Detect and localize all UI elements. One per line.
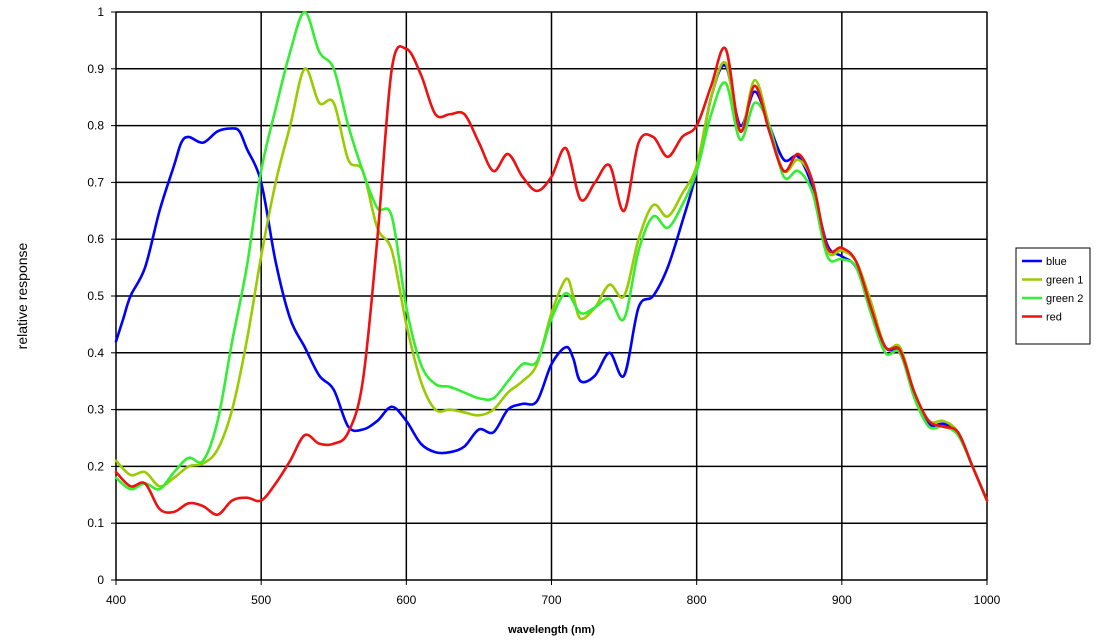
series-line-red [114,45,989,516]
series-line-blue [114,63,989,502]
series-line-green-2 [114,10,989,502]
x-axis-ticks: 400 500 600 700 800 900 1000 [106,580,1001,607]
y-tick-label: 0.1 [87,516,104,530]
series-lines [114,10,989,516]
y-tick-label: 0.8 [87,119,104,133]
y-axis-title: relative response [14,242,30,349]
legend-box [1015,247,1091,345]
y-tick-label: 0.2 [87,459,104,473]
legend: blue green 1 green 2 red [1015,247,1091,345]
y-tick-label: 0.7 [87,175,104,189]
y-tick-label: 0.9 [87,62,104,76]
y-tick-label: 0.5 [87,289,104,303]
y-tick-label: 0.6 [87,232,104,246]
y-tick-label: 1 [97,5,104,19]
x-tick-label: 900 [832,593,852,607]
legend-label: green 1 [1046,275,1083,287]
x-tick-label: 800 [687,593,707,607]
x-tick-label: 600 [396,593,416,607]
x-tick-label: 700 [541,593,561,607]
x-tick-label: 400 [106,593,126,607]
y-axis-ticks: 0 0.1 0.2 0.3 0.4 0.5 0.6 0.7 0.8 0.9 1 [87,5,116,587]
legend-label: green 2 [1046,293,1083,305]
series-line-green-1 [114,60,989,502]
x-tick-label: 500 [251,593,271,607]
y-tick-label: 0.4 [87,346,104,360]
x-axis-title: wavelength (nm) [507,624,595,636]
x-tick-label: 1000 [974,593,1001,607]
legend-label: blue [1046,256,1067,268]
y-tick-label: 0.3 [87,403,104,417]
legend-label: red [1046,312,1062,324]
y-tick-label: 0 [97,573,104,587]
